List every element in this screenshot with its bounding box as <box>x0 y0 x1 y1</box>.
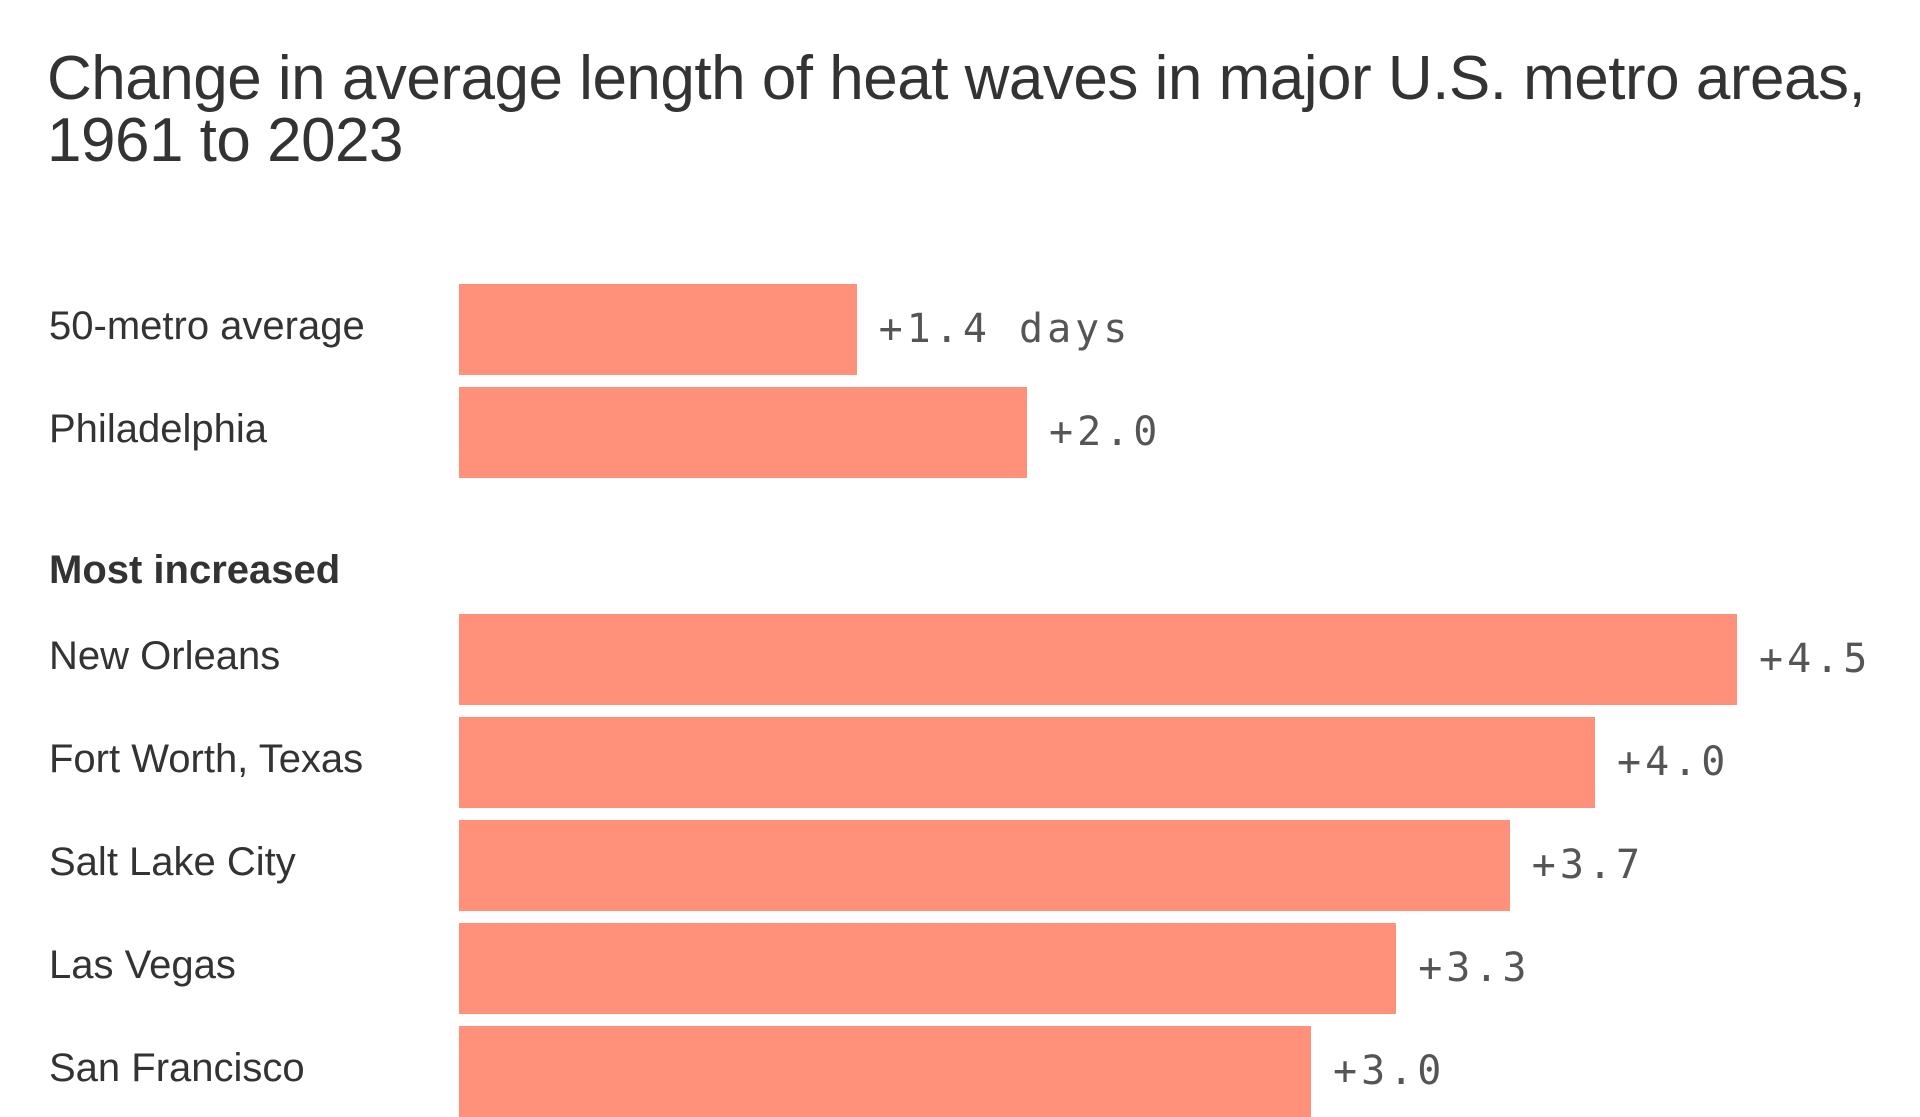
data-label: +2.0 <box>1049 409 1162 455</box>
data-label: +1.4 days <box>878 306 1132 352</box>
category-label: Philadelphia <box>49 407 267 451</box>
bar <box>459 923 1397 1014</box>
bar <box>459 387 1027 478</box>
data-label: +3.0 <box>1333 1048 1446 1094</box>
category-label: Salt Lake City <box>49 840 296 884</box>
category-label: San Francisco <box>49 1046 305 1090</box>
bar <box>459 820 1510 911</box>
category-label: New Orleans <box>49 634 281 678</box>
section-heading: Most increased <box>49 548 341 592</box>
data-label: +3.7 <box>1531 842 1645 888</box>
bar <box>459 1026 1311 1117</box>
category-label: Fort Worth, Texas <box>49 737 364 781</box>
category-label: 50-metro average <box>49 304 365 348</box>
chart-title: Change in average length of heat waves i… <box>47 44 1866 175</box>
bar <box>459 717 1595 808</box>
category-label: Las Vegas <box>49 943 236 987</box>
data-label: +3.3 <box>1418 945 1531 991</box>
data-label: +4.0 <box>1617 739 1730 785</box>
data-label: +4.5 <box>1759 636 1872 682</box>
bar <box>459 614 1737 705</box>
bar <box>459 284 857 375</box>
